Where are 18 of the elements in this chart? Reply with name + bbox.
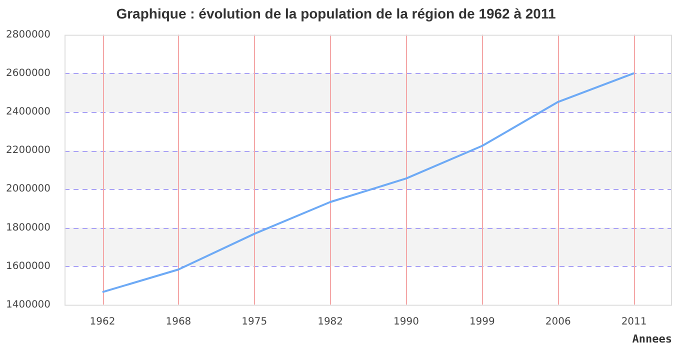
chart-title: Graphique : évolution de la population de la région de 1962 à 2011 — [116, 5, 556, 22]
x-axis-title: Annees — [632, 332, 672, 346]
y-tick-label: 2400000 — [6, 106, 51, 118]
y-tick-label: 1600000 — [6, 260, 51, 272]
y-tick-label: 2000000 — [6, 184, 51, 195]
x-tick-label: 1990 — [394, 316, 419, 328]
x-tick-label: 1968 — [166, 316, 192, 328]
x-tick-label: 2006 — [545, 316, 571, 328]
y-tick-label: 2800000 — [6, 29, 51, 40]
x-tick-label: 1975 — [242, 316, 268, 328]
x-tick-label: 1999 — [469, 316, 495, 328]
x-tick-label: 1962 — [90, 316, 116, 328]
x-tick-label: 1982 — [318, 316, 344, 328]
y-tick-label: 1800000 — [6, 222, 51, 234]
y-tick-label: 1400000 — [6, 299, 51, 310]
y-tick-label: 2600000 — [6, 68, 51, 79]
y-tick-label: 2200000 — [6, 145, 51, 156]
x-tick-label: 2011 — [621, 316, 647, 328]
